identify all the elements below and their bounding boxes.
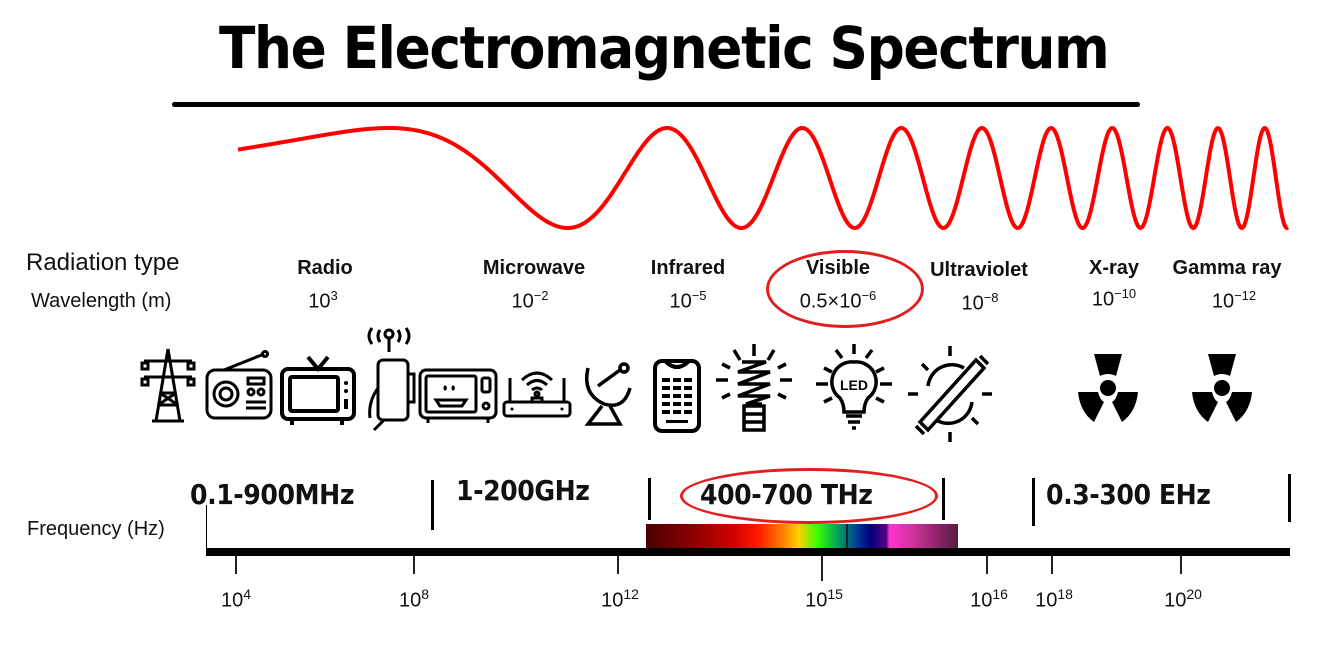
axis-start-line [206,505,207,550]
smartphone-icon [367,327,416,432]
visible-strip-divider [846,524,848,550]
svg-text:LED: LED [840,377,868,393]
title-underline [172,102,1140,107]
tick-label: 104 [220,586,252,612]
page-title: The Electromagnetic Spectrum [218,14,1110,82]
band-xray-gamma-frequency: 0.3-300 EHz [1046,478,1211,511]
television-icon [280,355,356,425]
visible-frequency-highlight-circle [680,468,938,524]
wavelength-microwave: 10−2 [511,288,549,313]
remote-control-icon [653,359,701,433]
wavelength-xray: 10−10 [1091,286,1137,311]
wavelength-label: Wavelength (m) [31,290,172,312]
microwave-oven-icon [418,368,498,423]
axis-tick [821,556,823,581]
power-tower-icon [140,348,196,423]
axis-tick [235,556,237,574]
frequency-axis [206,548,1290,556]
wavelength-radio: 103 [308,288,338,313]
wavelength-gamma: 10−12 [1211,288,1257,313]
band-divider [1032,478,1035,526]
radiation-name-xray: X-ray [1088,257,1140,279]
axis-tick [413,556,415,574]
radiation-name-microwave: Microwave [482,257,586,279]
wave-graphic [237,125,1289,231]
tick-label: 1016 [970,586,1008,612]
axis-tick [1051,556,1053,574]
led-bulb-icon: LED [816,344,892,430]
wifi-router-icon [502,371,572,418]
radiation-name-gamma: Gamma ray [1172,257,1282,279]
radio-icon [205,350,273,420]
satellite-dish-icon [584,362,632,426]
band-divider [648,478,651,520]
radiation-name-radio: Radio [297,257,353,279]
band-divider [942,478,945,520]
tick-label: 1015 [805,586,843,612]
radiation-name-infrared: Infrared [650,257,726,279]
band-radio-frequency: 0.1-900MHz [190,478,355,511]
axis-tick [617,556,619,574]
wavelength-ultraviolet: 10−8 [961,290,999,315]
band-divider [1288,474,1291,522]
radiation-icon [1078,354,1138,422]
cfl-bulb-icon [716,344,792,432]
radiation-icon [1192,354,1252,422]
tick-label: 1020 [1164,586,1202,612]
axis-tick [986,556,988,574]
tick-label: 1018 [1035,586,1073,612]
tick-label: 1012 [601,586,639,612]
visible-highlight-circle [766,250,924,328]
axis-tick [1180,556,1182,574]
visible-spectrum-strip [646,524,958,550]
tick-label: 108 [398,586,430,612]
uv-tube-icon [908,346,992,442]
frequency-label: Frequency (Hz) [27,518,165,540]
wavelength-infrared: 10−5 [669,288,707,313]
radiation-name-ultraviolet: Ultraviolet [930,259,1028,281]
band-divider [431,480,434,530]
radiation-type-label: Radiation type [26,249,180,276]
band-microwave-frequency: 1-200GHz [456,474,590,507]
